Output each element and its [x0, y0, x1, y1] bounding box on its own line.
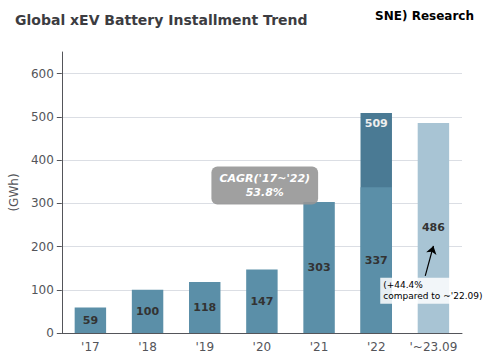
svg-text:SNE) Research: SNE) Research: [375, 9, 474, 23]
svg-text:'20: '20: [253, 340, 272, 354]
svg-text:'22: '22: [367, 340, 386, 354]
svg-text:(+44.4%: (+44.4%: [383, 280, 423, 290]
svg-text:400: 400: [31, 153, 54, 167]
svg-text:'21: '21: [310, 340, 329, 354]
svg-text:600: 600: [31, 67, 54, 81]
svg-text:303: 303: [308, 261, 331, 274]
svg-text:53.8%: 53.8%: [246, 186, 284, 199]
svg-text:(GWh): (GWh): [7, 173, 21, 211]
svg-text:59: 59: [83, 314, 98, 327]
svg-text:'~23.09: '~23.09: [410, 340, 458, 354]
svg-text:0: 0: [46, 326, 54, 340]
svg-text:'18: '18: [138, 340, 157, 354]
svg-text:147: 147: [250, 295, 273, 308]
svg-text:118: 118: [193, 301, 216, 314]
svg-text:100: 100: [136, 305, 159, 318]
svg-text:486: 486: [422, 221, 445, 234]
svg-text:compared to ~'22.09): compared to ~'22.09): [383, 291, 482, 301]
svg-text:200: 200: [31, 240, 54, 254]
svg-text:337: 337: [365, 254, 388, 267]
svg-text:CAGR('17~'22): CAGR('17~'22): [219, 172, 310, 185]
svg-text:Global xEV Battery Installment: Global xEV Battery Installment Trend: [15, 12, 308, 28]
svg-text:'19: '19: [195, 340, 214, 354]
svg-text:100: 100: [31, 283, 54, 297]
svg-text:300: 300: [31, 196, 54, 210]
svg-text:509: 509: [365, 117, 388, 130]
svg-text:'17: '17: [81, 340, 100, 354]
svg-text:500: 500: [31, 110, 54, 124]
